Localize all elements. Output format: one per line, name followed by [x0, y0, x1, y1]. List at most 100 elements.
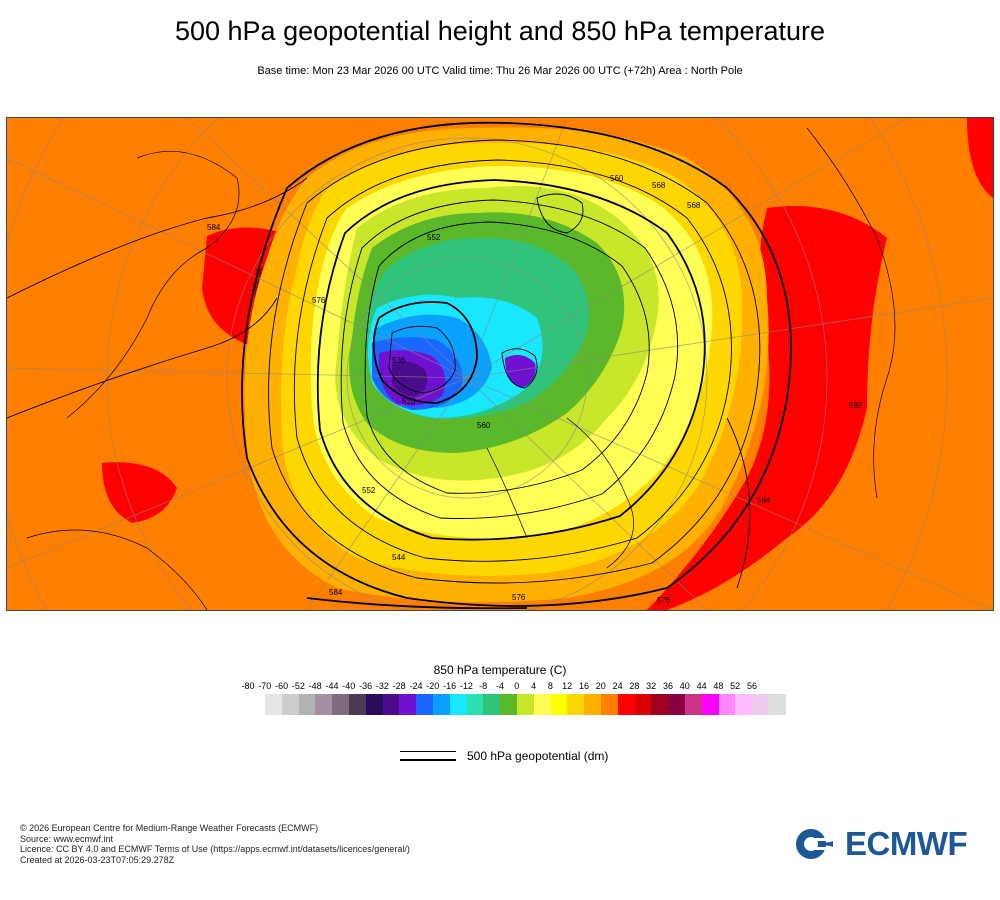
geopotential-contours — [7, 121, 792, 610]
temp-region-red-ne — [967, 118, 993, 198]
ecmwf-logo: ECMWF — [795, 825, 985, 862]
colorbar-tick-label: 44 — [696, 681, 707, 691]
colorbar-cell — [449, 694, 467, 715]
colorbar-tick-label: -80 — [241, 681, 255, 691]
colorbar-cell — [735, 694, 753, 715]
colorbar-tick-label: 4 — [531, 681, 537, 691]
contour-label: 560 — [477, 421, 491, 430]
colorbar-cell — [432, 694, 450, 715]
colorbar-tick-label: 40 — [679, 681, 690, 691]
page-title: 500 hPa geopotential height and 850 hPa … — [174, 16, 825, 46]
colorbar-cell — [281, 694, 299, 715]
colorbar-tick-label: -8 — [479, 681, 488, 691]
colorbar-tick-label: 36 — [662, 681, 673, 691]
colorbar-cell — [684, 694, 702, 715]
colorbar-cell — [668, 694, 685, 715]
colorbar-tick-label: 0 — [514, 681, 520, 691]
colorbar-tick-label: -20 — [426, 681, 440, 691]
footer-line: Source: www.ecmwf.int — [20, 833, 114, 844]
footer-line: Licence: CC BY 4.0 and ECMWF Terms of Us… — [20, 844, 410, 854]
colorbar-tick-label: -24 — [409, 681, 423, 691]
colorbar-tick-label: 28 — [629, 681, 640, 691]
colorbar-cell — [533, 694, 551, 715]
colorbar-cell — [516, 694, 534, 715]
page-subtitle: Base time: Mon 23 Mar 2026 00 UTC Valid … — [257, 65, 743, 77]
contour-label: 520 — [402, 397, 416, 406]
contour-label: 544 — [392, 553, 406, 562]
colorbar-tick-label: -44 — [325, 681, 339, 691]
geopotential-legend-label: 500 hPa geopotential (dm) — [467, 749, 609, 763]
colorbar-cell — [701, 694, 719, 715]
colorbar-cell — [416, 694, 433, 715]
colorbar-tick-label: -36 — [359, 681, 373, 691]
colorbar-tick-label: 16 — [578, 681, 589, 691]
colorbar-title: 850 hPa temperature (C) — [433, 663, 567, 677]
contour-label: 568 — [652, 181, 666, 190]
colorbar-tick-label: -52 — [291, 681, 305, 691]
contour-label-group: 584 576 560 568 552 536 520 576 584 560 … — [207, 174, 863, 605]
footer-credits: © 2026 European Centre for Medium-Range … — [20, 823, 410, 865]
colorbar-tick-label: -32 — [375, 681, 389, 691]
colorbar-cell — [483, 694, 501, 715]
colorbar-tick-label: -4 — [495, 681, 504, 691]
temp-region-violet-2 — [505, 354, 536, 388]
contour-label: 576 — [312, 296, 326, 305]
colorbar-tick-label: 52 — [730, 681, 741, 691]
colorbar-cell — [567, 694, 585, 715]
contour-label: 584 — [329, 588, 343, 597]
footer-line: Created at 2026-03-23T07:05:29.278Z — [20, 854, 175, 865]
map-svg: 584 576 560 568 552 536 520 576 584 560 … — [7, 118, 993, 610]
colorbar-cell — [348, 694, 366, 715]
colorbar-tick-label: -48 — [308, 681, 322, 691]
contour-label: 592 — [849, 401, 863, 410]
colorbar-cell — [265, 694, 282, 715]
colorbar-cell — [752, 694, 769, 715]
colorbar-cell — [584, 694, 601, 715]
colorbar-tick-label: 20 — [595, 681, 606, 691]
colorbar-cell — [550, 694, 568, 715]
colorbar-tick-label: 48 — [713, 681, 724, 691]
colorbar-tick-label: -70 — [258, 681, 272, 691]
colorbar-cell — [298, 694, 316, 715]
colorbar-tick-label: -16 — [443, 681, 457, 691]
colorbar-tick-label: 56 — [746, 681, 757, 691]
contour-label: 568 — [687, 201, 701, 210]
colorbar-cell — [332, 694, 349, 715]
ecmwf-logo-text: ECMWF — [845, 825, 968, 862]
colorbar-tick-label: 24 — [612, 681, 623, 691]
colorbar-cell — [382, 694, 400, 715]
colorbar-cell — [718, 694, 736, 715]
colorbar-cell — [315, 694, 333, 715]
footer-line: © 2026 European Centre for Medium-Range … — [20, 823, 319, 833]
contour-label: 576 — [512, 593, 526, 602]
colorbar-cell — [617, 694, 635, 715]
graticule — [7, 118, 993, 610]
contour-label: 576 — [657, 596, 671, 605]
colorbar-tick-label: 32 — [646, 681, 657, 691]
colorbar-cell — [365, 694, 383, 715]
colorbar-tick-label: -28 — [392, 681, 406, 691]
colorbar-tick-label: -40 — [342, 681, 356, 691]
colorbar-cell — [466, 694, 484, 715]
colorbar — [265, 694, 786, 715]
colorbar-cell — [651, 694, 669, 715]
colorbar-tick-label: 8 — [547, 681, 553, 691]
contour-label: 584 — [757, 496, 771, 505]
colorbar-tick-label: -12 — [459, 681, 473, 691]
colorbar-cell — [600, 694, 618, 715]
contour-label: 552 — [362, 486, 376, 495]
geopotential-legend-swatch — [400, 750, 456, 761]
colorbar-tick-label: 12 — [562, 681, 573, 691]
colorbar-cell — [500, 694, 517, 715]
contour-label: 584 — [207, 223, 221, 232]
temp-region-red-east — [647, 206, 887, 610]
temp-region-purple — [392, 361, 428, 397]
coastlines — [26, 127, 896, 610]
map-panel: 584 576 560 568 552 536 520 576 584 560 … — [6, 117, 994, 611]
colorbar-cell — [634, 694, 652, 715]
contour-label: 560 — [610, 174, 624, 183]
contour-label: 552 — [427, 233, 441, 242]
colorbar-tick-label: -60 — [275, 681, 289, 691]
colorbar-cell — [399, 694, 417, 715]
contour-label: 536 — [392, 356, 406, 365]
